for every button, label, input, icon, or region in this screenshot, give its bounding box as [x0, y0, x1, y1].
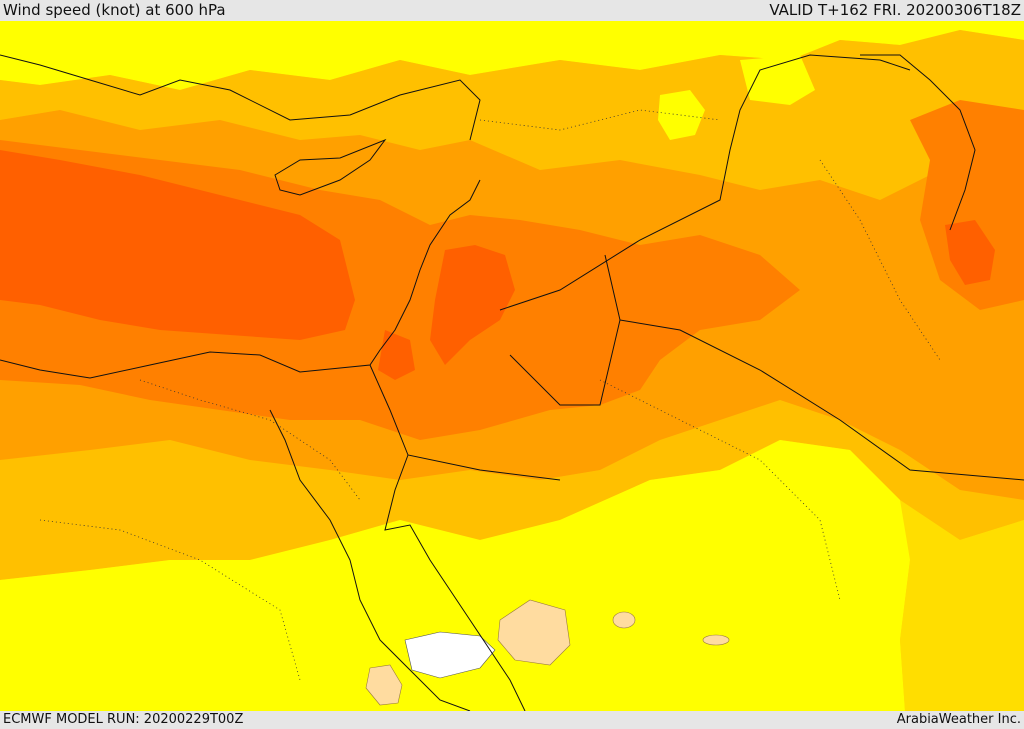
model-run: ECMWF MODEL RUN: 20200229T00Z [3, 712, 244, 727]
red-sea-east [384, 454, 526, 711]
patch-peach-2 [365, 664, 403, 706]
patch-peach-3 [612, 611, 636, 629]
patch-peach-4 [702, 634, 730, 646]
header-bar: Wind speed (knot) at 600 hPa VALID T+162… [0, 0, 1024, 21]
dotted-borders [39, 109, 941, 681]
band-orange-east [910, 100, 1024, 310]
patch-peach-1 [497, 599, 571, 666]
band-orange-deep-levant [430, 245, 515, 365]
cyprus [274, 138, 387, 196]
credit: ArabiaWeather Inc. [896, 712, 1021, 727]
band-yellow-south [0, 440, 910, 711]
map-canvas [0, 21, 1024, 711]
map-title: Wind speed (knot) at 600 hPa [3, 1, 226, 19]
border-5 [860, 54, 976, 231]
valid-time: VALID T+162 FRI. 20200306T18Z [769, 1, 1021, 19]
anatolia-coast [0, 54, 481, 141]
border-1 [509, 254, 621, 406]
wind-speed-map [0, 21, 1024, 711]
band-orange-deep-small [378, 330, 415, 380]
border-3 [499, 54, 911, 311]
med-south-coast [0, 179, 481, 379]
band-orange-deep-east [945, 220, 995, 285]
patch-white [404, 631, 496, 679]
border-4 [369, 364, 561, 481]
band-yellow-north [0, 21, 1024, 90]
red-sea-west [269, 409, 471, 711]
footer-bar: ECMWF MODEL RUN: 20200229T00Z ArabiaWeat… [0, 711, 1024, 729]
border-2 [619, 319, 1024, 481]
band-gold-southeast [900, 520, 1024, 711]
patch-yellow-2 [740, 55, 815, 105]
band-orange-deep-west [0, 150, 355, 340]
coastlines [0, 54, 1024, 711]
